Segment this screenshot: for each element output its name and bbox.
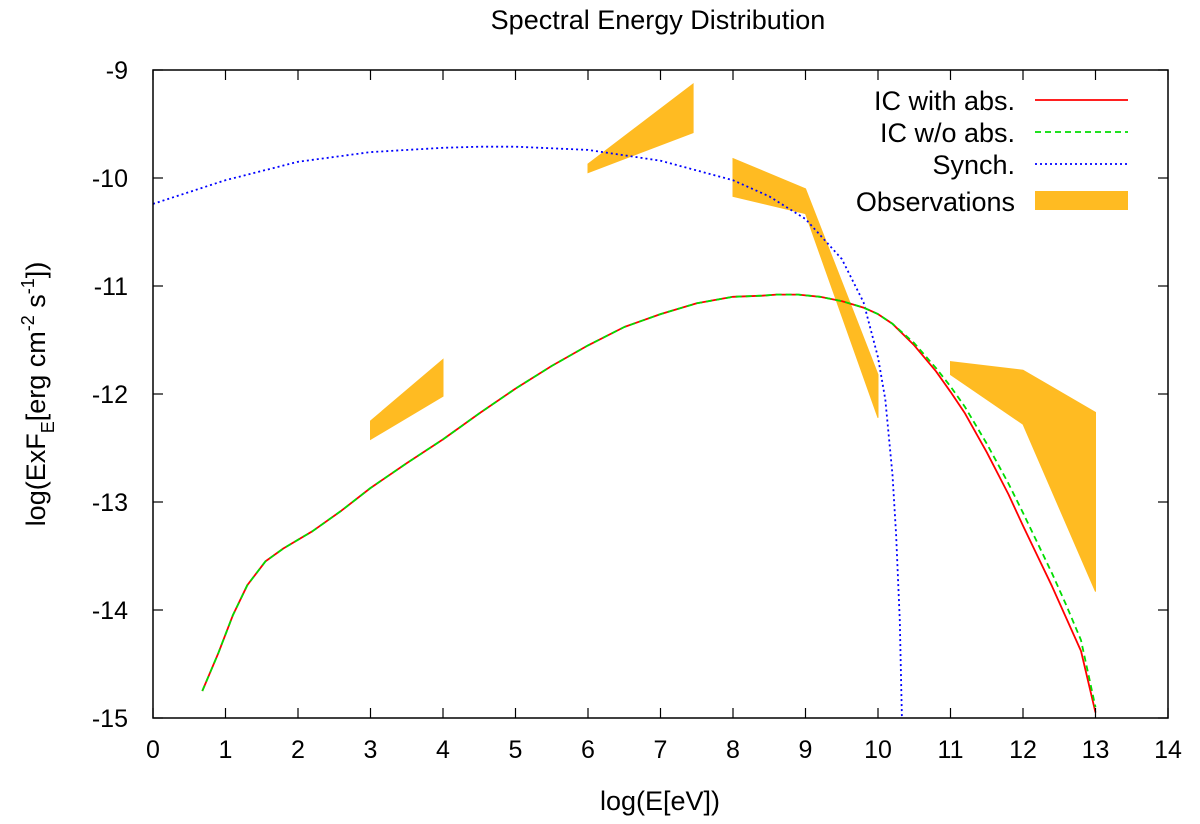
y-tick-label: -11 <box>94 273 128 301</box>
x-axis-label: log(E[eV]) <box>600 786 720 816</box>
x-tick-label: 0 <box>146 736 160 764</box>
x-tick-label: 3 <box>364 736 378 764</box>
y-label-part2: [erg cm <box>21 331 51 421</box>
y-tick-label: -15 <box>92 705 128 733</box>
y-label-sup1: -2 <box>18 315 38 331</box>
y-tick-label: -9 <box>106 57 128 85</box>
legend-item-ic-abs: IC with abs. <box>874 86 1128 116</box>
x-tick-label: 4 <box>436 736 450 764</box>
y-axis: -9 -10 -11 -12 -13 -14 -15 <box>92 57 1168 733</box>
x-tick-label: 2 <box>291 736 305 764</box>
legend: IC with abs. IC w/o abs. Synch. Observat… <box>856 86 1128 217</box>
legend-label-ic-abs: IC with abs. <box>874 86 1015 116</box>
y-label-part1: log(ExF <box>21 433 51 526</box>
x-tick-label: 7 <box>654 736 668 764</box>
y-label-sub1: E <box>38 421 58 433</box>
observation-band <box>950 361 1096 592</box>
x-tick-label: 11 <box>938 736 964 764</box>
y-axis-label: log(ExFE[erg cm-2 s-1]) <box>18 262 58 527</box>
observations-layer <box>370 82 1096 592</box>
y-label-part3: s <box>21 294 51 315</box>
x-tick-label: 12 <box>1009 736 1037 764</box>
observation-band <box>587 82 694 174</box>
x-tick-label: 14 <box>1154 736 1182 764</box>
y-label-part4: ]) <box>21 262 51 279</box>
legend-label-ic-noabs: IC w/o abs. <box>880 118 1015 148</box>
x-tick-label: 10 <box>864 736 892 764</box>
observation-band <box>805 188 879 418</box>
x-tick-label: 8 <box>726 736 740 764</box>
x-tick-label: 5 <box>509 736 523 764</box>
chart-title: Spectral Energy Distribution <box>491 5 826 35</box>
y-label-sup2: -1 <box>18 278 38 294</box>
ic-abs-line <box>201 293 1097 713</box>
y-tick-label: -14 <box>92 597 128 625</box>
y-tick-label: -12 <box>92 381 128 409</box>
x-axis: 0 1 2 3 4 5 6 7 8 9 10 11 12 13 14 <box>146 70 1182 764</box>
observation-band <box>370 358 444 441</box>
observation-band <box>732 157 806 215</box>
legend-item-observations: Observations <box>856 187 1128 217</box>
legend-item-ic-noabs: IC w/o abs. <box>880 118 1128 148</box>
x-tick-label: 1 <box>219 736 233 764</box>
legend-item-synch: Synch. <box>932 150 1128 180</box>
x-tick-label: 9 <box>799 736 813 764</box>
synch-line <box>153 145 903 718</box>
lines-layer <box>153 145 1097 718</box>
x-tick-label: 13 <box>1082 736 1110 764</box>
legend-label-synch: Synch. <box>932 150 1015 180</box>
ic-noabs-line <box>201 293 1097 708</box>
y-tick-label: -13 <box>92 489 128 517</box>
x-tick-label: 6 <box>581 736 595 764</box>
legend-label-observations: Observations <box>856 187 1015 217</box>
y-tick-label: -10 <box>92 165 128 193</box>
legend-swatch-observations <box>1035 191 1128 210</box>
